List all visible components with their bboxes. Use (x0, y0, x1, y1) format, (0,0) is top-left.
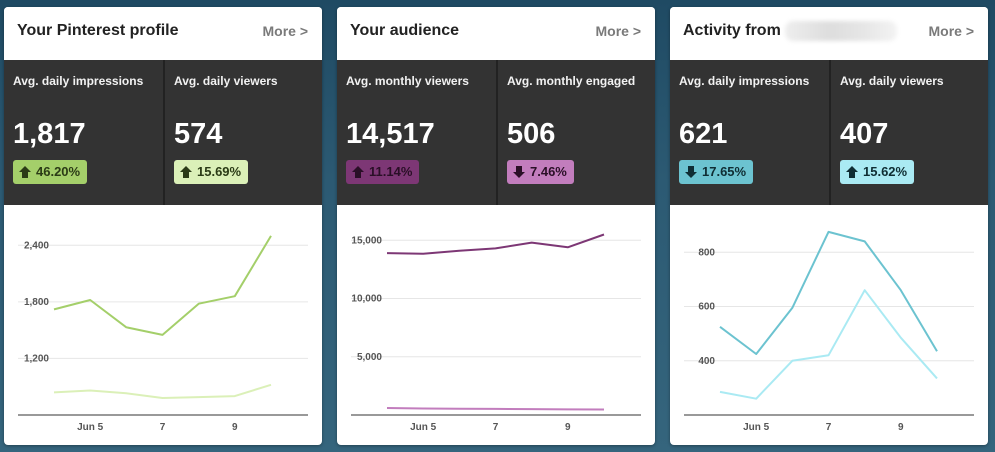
more-link[interactable]: More > (928, 23, 974, 39)
stat-value: 1,817 (13, 118, 86, 150)
change-value: 15.69% (197, 164, 242, 179)
x-tick-label: 7 (493, 422, 499, 433)
stats-panel: Avg. daily impressions 1,817 46.20% Avg.… (4, 60, 322, 205)
change-badge: 7.46% (507, 160, 574, 184)
stats-panel: Avg. daily impressions 621 17.65% Avg. d… (670, 60, 988, 205)
stat-label: Avg. daily viewers (174, 74, 278, 88)
stat-value: 574 (174, 118, 223, 150)
arrow-down-icon (513, 166, 525, 178)
stat-viewers: Avg. daily viewers 407 15.62% (829, 60, 988, 205)
stat-impressions: Avg. daily impressions 1,817 46.20% (4, 60, 163, 205)
stat-value: 14,517 (346, 118, 435, 150)
y-tick-label: 10,000 (351, 294, 382, 305)
line-chart: 2,400 1,800 1,200 Jun 5 7 9 (4, 205, 322, 445)
change-badge: 46.20% (13, 160, 88, 184)
y-tick-label: 15,000 (351, 235, 382, 246)
change-badge: 15.62% (840, 160, 915, 184)
y-tick-label: 600 (698, 302, 715, 313)
x-tick-label: Jun 5 (77, 422, 104, 433)
card-title: Your Pinterest profile (17, 22, 179, 39)
change-badge: 17.65% (679, 160, 754, 184)
stat-label: Avg. daily impressions (679, 74, 810, 88)
stat-value: 407 (840, 118, 889, 150)
line-chart: 15,000 10,000 5,000 Jun 5 7 9 (337, 205, 655, 445)
x-tick-label: 7 (826, 422, 832, 433)
y-tick-label: 1,800 (24, 297, 49, 308)
stat-viewers: Avg. daily viewers 574 15.69% (163, 60, 322, 205)
stat-monthly-viewers: Avg. monthly viewers 14,517 11.14% (337, 60, 496, 205)
arrow-up-icon (352, 166, 364, 178)
stat-label: Avg. daily impressions (13, 74, 144, 88)
arrow-down-icon (685, 166, 697, 178)
series-line-2 (386, 407, 605, 411)
arrow-up-icon (180, 166, 192, 178)
card-header: Your Pinterest profile More > (4, 7, 322, 60)
activity-card: Activity from More > Avg. daily impressi… (670, 7, 988, 445)
chart-svg: 15,000 10,000 5,000 Jun 5 7 9 (351, 233, 641, 433)
x-tick-label: Jun 5 (743, 422, 770, 433)
stat-label: Avg. monthly engaged (507, 74, 636, 88)
more-link[interactable]: More > (595, 23, 641, 39)
change-badge: 15.69% (174, 160, 249, 184)
y-tick-label: 800 (698, 247, 715, 258)
card-header: Activity from More > (670, 7, 988, 60)
x-tick-label: 9 (232, 422, 238, 433)
arrow-up-icon (19, 166, 31, 178)
y-tick-label: 5,000 (357, 352, 382, 363)
card-header: Your audience More > (337, 7, 655, 60)
series-line-2 (53, 383, 272, 399)
chart-svg: 800 600 400 Jun 5 7 9 (684, 230, 974, 433)
change-value: 7.46% (530, 164, 567, 179)
y-tick-label: 2,400 (24, 240, 49, 251)
stat-value: 506 (507, 118, 556, 150)
y-tick-label: 400 (698, 356, 715, 367)
series-line-1 (53, 235, 272, 336)
change-value: 11.14% (369, 164, 413, 179)
series-line-1 (719, 230, 938, 355)
line-chart: 800 600 400 Jun 5 7 9 (670, 205, 988, 445)
stat-value: 621 (679, 118, 728, 150)
stat-label: Avg. monthly viewers (346, 74, 469, 88)
change-value: 46.20% (36, 164, 81, 179)
stats-panel: Avg. monthly viewers 14,517 11.14% Avg. … (337, 60, 655, 205)
pinterest-profile-card: Your Pinterest profile More > Avg. daily… (4, 7, 322, 445)
change-badge: 11.14% (346, 160, 420, 184)
series-line-2 (719, 289, 938, 400)
x-tick-label: 7 (160, 422, 166, 433)
card-title: Activity from (683, 22, 781, 39)
stat-impressions: Avg. daily impressions 621 17.65% (670, 60, 829, 205)
x-tick-label: Jun 5 (410, 422, 437, 433)
card-title: Your audience (350, 22, 460, 39)
y-tick-label: 1,200 (24, 353, 49, 364)
redacted-name (785, 21, 897, 41)
change-value: 15.62% (863, 164, 908, 179)
stat-label: Avg. daily viewers (840, 74, 944, 88)
more-link[interactable]: More > (262, 23, 308, 39)
series-line-1 (386, 233, 605, 255)
stat-monthly-engaged: Avg. monthly engaged 506 7.46% (496, 60, 655, 205)
x-tick-label: 9 (565, 422, 571, 433)
audience-card: Your audience More > Avg. monthly viewer… (337, 7, 655, 445)
x-tick-label: 9 (898, 422, 904, 433)
arrow-up-icon (846, 166, 858, 178)
chart-svg: 2,400 1,800 1,200 Jun 5 7 9 (18, 235, 308, 433)
change-value: 17.65% (702, 164, 747, 179)
